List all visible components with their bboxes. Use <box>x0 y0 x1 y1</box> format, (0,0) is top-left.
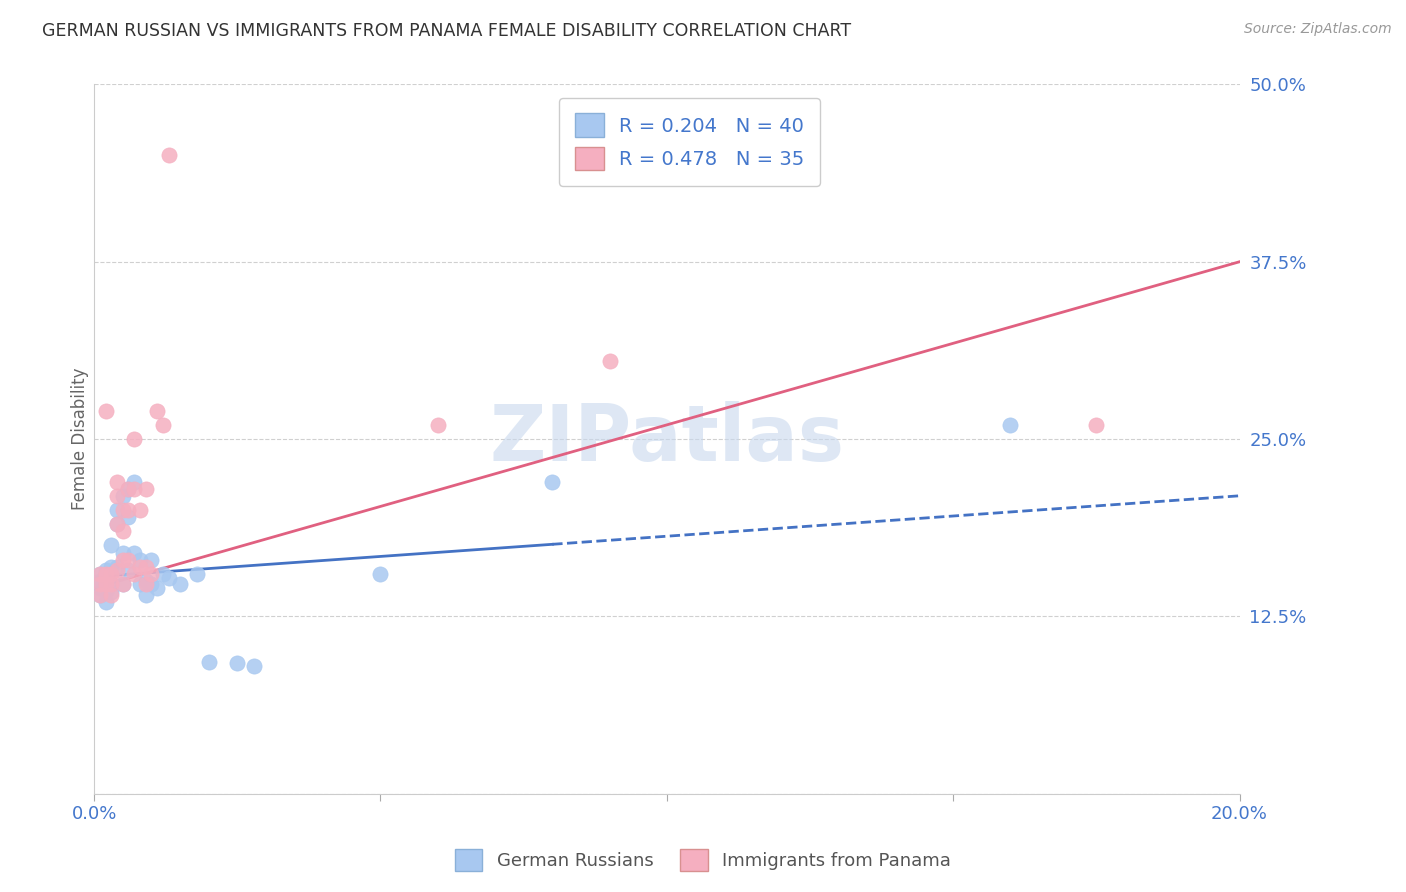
Point <box>370 566 392 581</box>
Point <box>94 576 117 591</box>
Point <box>105 475 128 489</box>
Point <box>122 432 145 446</box>
Point <box>117 482 139 496</box>
Point <box>197 655 219 669</box>
Point <box>129 559 152 574</box>
Point <box>129 576 152 591</box>
Point <box>111 552 134 566</box>
Point <box>117 482 139 496</box>
Point <box>111 524 134 539</box>
Point <box>105 559 128 574</box>
Point <box>89 566 111 581</box>
Point <box>129 552 152 566</box>
Point <box>117 510 139 524</box>
Point <box>122 545 145 559</box>
Point <box>135 482 157 496</box>
Point <box>89 566 111 581</box>
Point <box>89 574 111 588</box>
Point <box>135 576 157 591</box>
Point <box>111 576 134 591</box>
Point <box>1085 417 1108 432</box>
Point <box>226 656 249 670</box>
Point <box>243 659 266 673</box>
Point <box>122 566 145 581</box>
Point <box>89 588 111 602</box>
Legend: R = 0.204   N = 40, R = 0.478   N = 35: R = 0.204 N = 40, R = 0.478 N = 35 <box>560 98 820 186</box>
Point <box>94 595 117 609</box>
Point <box>141 566 163 581</box>
Point <box>105 517 128 532</box>
Point <box>186 566 208 581</box>
Point <box>129 503 152 517</box>
Point <box>100 538 122 552</box>
Point <box>100 559 122 574</box>
Point <box>541 475 564 489</box>
Point <box>105 503 128 517</box>
Point <box>94 566 117 581</box>
Point <box>141 552 163 566</box>
Point <box>111 576 134 591</box>
Point <box>141 576 163 591</box>
Point <box>89 588 111 602</box>
Point <box>111 489 134 503</box>
Text: Source: ZipAtlas.com: Source: ZipAtlas.com <box>1244 22 1392 37</box>
Point <box>599 354 621 368</box>
Legend: German Russians, Immigrants from Panama: German Russians, Immigrants from Panama <box>449 842 957 879</box>
Point <box>1000 417 1022 432</box>
Point <box>100 576 122 591</box>
Point <box>94 576 117 591</box>
Point <box>105 517 128 532</box>
Point <box>100 585 122 599</box>
Point <box>100 566 122 581</box>
Point <box>157 571 180 585</box>
Text: ZIPatlas: ZIPatlas <box>489 401 845 477</box>
Point <box>152 566 174 581</box>
Y-axis label: Female Disability: Female Disability <box>72 368 89 510</box>
Point <box>89 576 111 591</box>
Point <box>426 417 449 432</box>
Point <box>94 583 117 598</box>
Point <box>89 581 111 595</box>
Point <box>111 545 134 559</box>
Point <box>122 482 145 496</box>
Point <box>152 417 174 432</box>
Point <box>111 503 134 517</box>
Point <box>105 563 128 577</box>
Point <box>135 588 157 602</box>
Point <box>117 552 139 566</box>
Point <box>146 403 169 417</box>
Point <box>135 559 157 574</box>
Point <box>94 563 117 577</box>
Point <box>169 576 191 591</box>
Point <box>117 503 139 517</box>
Point <box>94 403 117 417</box>
Point <box>100 576 122 591</box>
Point <box>135 574 157 588</box>
Point <box>105 489 128 503</box>
Point <box>117 563 139 577</box>
Point <box>100 588 122 602</box>
Point <box>146 581 169 595</box>
Point <box>122 475 145 489</box>
Text: GERMAN RUSSIAN VS IMMIGRANTS FROM PANAMA FEMALE DISABILITY CORRELATION CHART: GERMAN RUSSIAN VS IMMIGRANTS FROM PANAMA… <box>42 22 851 40</box>
Point <box>157 148 180 162</box>
